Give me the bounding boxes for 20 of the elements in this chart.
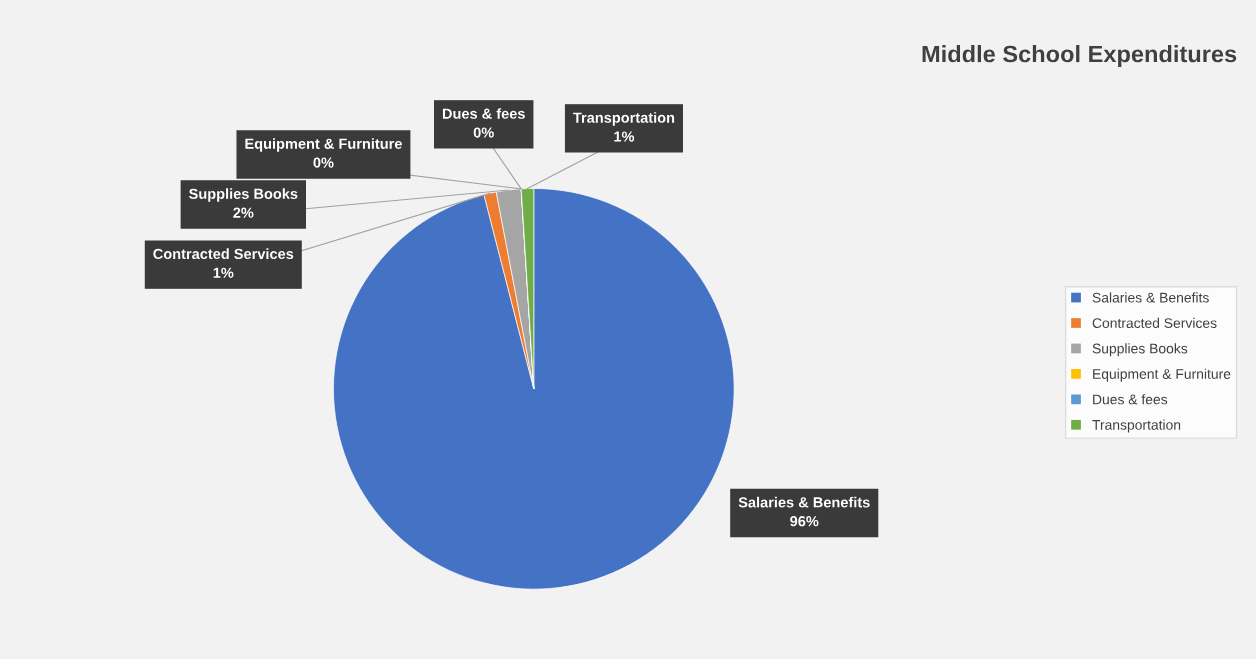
- slice-label: Transportation: [573, 112, 675, 126]
- slice-label: Supplies Books: [189, 188, 298, 202]
- data-label: 1%: [614, 131, 635, 142]
- legend-label: Salaries & Benefits: [1092, 292, 1209, 303]
- category-label: Equipment & Furniture: [245, 138, 402, 152]
- legend-label: Contracted Services: [1092, 317, 1217, 329]
- slice-label: Salaries & Benefits: [738, 496, 870, 508]
- pie-slice: [333, 188, 735, 590]
- category-label: Dues & fees: [442, 108, 525, 119]
- slice-label: Contracted Services: [153, 248, 294, 260]
- data-label: 2%: [233, 207, 254, 218]
- legend-label: Dues & fees: [1093, 394, 1168, 405]
- chart-title: Middle School Expenditures: [922, 45, 1237, 68]
- data-label: 1%: [213, 267, 234, 278]
- legend-label: Supplies Books: [1092, 343, 1188, 357]
- text: 0%: [473, 127, 494, 138]
- legend-label: Equipment & Furniture: [1093, 368, 1231, 382]
- text: 0%: [313, 157, 334, 168]
- legend-label: Transportation: [1092, 419, 1181, 433]
- data-label: 96%: [790, 516, 819, 527]
